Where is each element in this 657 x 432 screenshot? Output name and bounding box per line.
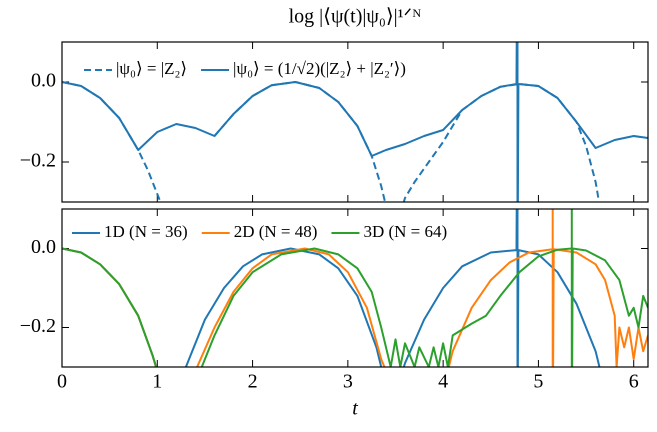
frame (61, 41, 649, 203)
plot-area (62, 42, 648, 202)
plot-area (62, 209, 648, 367)
y-tick-label: 0.0 (31, 70, 56, 92)
x-tick-label: 0 (57, 371, 67, 393)
legend-label: 3D (N = 64) (363, 222, 447, 241)
legend-label: |ψ₀⟩ = |Z₂⟩ (116, 59, 187, 78)
line (62, 81, 601, 202)
x-tick-label: 6 (629, 371, 639, 393)
x-tick-label: 4 (438, 371, 448, 393)
x-tick-label: 2 (248, 371, 258, 393)
legend-label: 1D (N = 36) (104, 222, 188, 241)
line (62, 209, 648, 367)
frame (61, 208, 649, 368)
line (62, 42, 648, 202)
y-tick-label: 0.0 (31, 236, 56, 258)
x-tick-label: 1 (152, 371, 162, 393)
x-tick-label: 3 (343, 371, 353, 393)
x-axis-label: t (352, 398, 358, 420)
legend-label: |ψ₀⟩ = (1/√2)(|Z₂⟩ + |Z₂′⟩) (233, 59, 406, 78)
line (62, 209, 601, 367)
x-tick-label: 5 (533, 371, 543, 393)
y-tick-label: −0.2 (20, 150, 56, 172)
line (62, 209, 648, 367)
y-tick-label: −0.2 (20, 315, 56, 337)
chart-title: log |⟨ψ(t)|ψ₀⟩|¹ᐟᴺ (289, 6, 422, 28)
legend-label: 2D (N = 48) (234, 222, 318, 241)
